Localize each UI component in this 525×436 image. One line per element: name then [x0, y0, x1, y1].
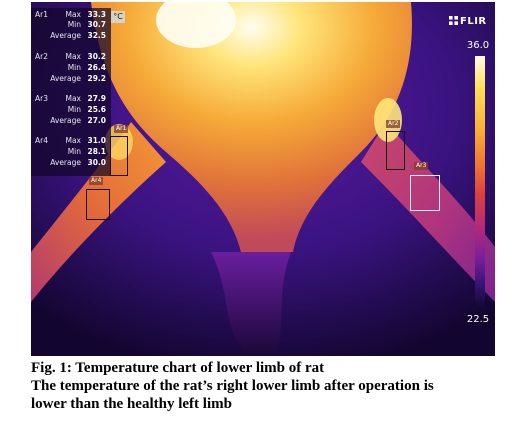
readout-stat-label: Max — [65, 52, 81, 61]
figure-caption: Fig. 1: Temperature chart of lower limb … — [31, 359, 521, 413]
readout-stat-value: 30.2 — [87, 52, 106, 61]
readout-row: Min 30.7 — [31, 20, 111, 30]
readout-row: Min 28.1 — [31, 147, 111, 157]
temperature-readout-panel: Ar1 Max 33.3 Min 30.7 Average 32.5 Ar2 M… — [31, 8, 111, 176]
readout-stat-value: 32.5 — [87, 31, 106, 40]
readout-row: Average 30.0 — [31, 158, 111, 168]
roi-box-ar2 — [386, 131, 405, 170]
roi-box-ar1 — [110, 136, 128, 176]
thermal-scene — [31, 2, 495, 356]
readout-area-label: Ar3 — [35, 94, 48, 103]
readout-stat-value: 25.6 — [87, 105, 106, 114]
readout-stat-value: 27.0 — [87, 116, 106, 125]
scale-max-value: 36.0 — [466, 40, 490, 51]
readout-area-label: Ar4 — [35, 136, 48, 145]
readout-stat-label: Min — [67, 105, 81, 114]
readout-row: Ar4 Max 31.0 — [31, 136, 111, 146]
roi-label-ar2: Ar2 — [386, 120, 401, 128]
readout-stat-label: Max — [65, 136, 81, 145]
readout-area-label: Ar2 — [35, 52, 48, 61]
readout-stat-label: Min — [67, 63, 81, 72]
roi-label-ar4: Ar4 — [89, 177, 104, 185]
readout-stat-label: Max — [65, 94, 81, 103]
flir-logo-icon — [449, 16, 458, 25]
readout-stat-value: 26.4 — [87, 63, 106, 72]
readout-stat-value: 27.9 — [87, 94, 106, 103]
readout-stat-value: 30.0 — [87, 158, 106, 167]
caption-line: The temperature of the rat’s right lower… — [31, 378, 434, 394]
temperature-color-scale — [475, 56, 485, 308]
roi-box-ar3 — [410, 175, 440, 211]
brand-name: FLIR — [460, 16, 487, 27]
readout-row: Average 29.2 — [31, 74, 111, 84]
readout-row: Ar2 Max 30.2 — [31, 52, 111, 62]
readout-stat-value: 28.1 — [87, 147, 106, 156]
caption-title: Fig. 1: Temperature chart of lower limb … — [31, 360, 325, 376]
readout-row: Ar3 Max 27.9 — [31, 94, 111, 104]
readout-row: Average 27.0 — [31, 116, 111, 126]
readout-area-label: Ar1 — [35, 10, 48, 19]
readout-row: Min 26.4 — [31, 63, 111, 73]
brand-logo: FLIR — [449, 16, 487, 27]
roi-box-ar4 — [86, 189, 110, 220]
readout-stat-label: Average — [50, 116, 81, 125]
thermal-image: Ar1 Max 33.3 Min 30.7 Average 32.5 Ar2 M… — [31, 2, 495, 356]
readout-stat-label: Average — [50, 158, 81, 167]
readout-row: Ar1 Max 33.3 — [31, 10, 111, 20]
roi-label-ar1: Ar1 — [114, 125, 129, 133]
readout-row: Min 25.6 — [31, 105, 111, 115]
readout-stat-label: Average — [50, 31, 81, 40]
readout-stat-value: 31.0 — [87, 136, 106, 145]
readout-stat-label: Min — [67, 147, 81, 156]
readout-stat-value: 30.7 — [87, 20, 106, 29]
readout-stat-value: 29.2 — [87, 74, 106, 83]
readout-stat-label: Min — [67, 20, 81, 29]
unit-badge: °C — [111, 11, 125, 23]
caption-line: lower than the healthy left limb — [31, 396, 232, 412]
readout-stat-label: Max — [65, 10, 81, 19]
readout-row: Average 32.5 — [31, 31, 111, 41]
roi-label-ar3: Ar3 — [414, 162, 429, 170]
scale-min-value: 22.5 — [466, 314, 490, 325]
readout-stat-value: 33.3 — [87, 10, 106, 19]
readout-stat-label: Average — [50, 74, 81, 83]
